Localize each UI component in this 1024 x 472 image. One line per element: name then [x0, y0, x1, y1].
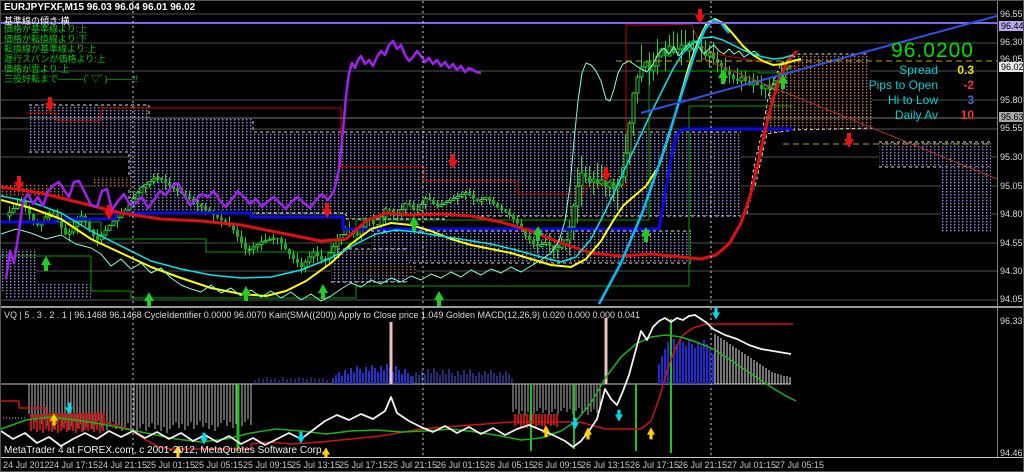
- price-axis-label: 96.02: [999, 62, 1024, 72]
- sell-signal-arrow-icon: [45, 97, 55, 112]
- indicator-panel-canvas[interactable]: [1, 308, 997, 457]
- price-axis-label: 96.05: [1000, 54, 1023, 64]
- buy-signal-arrow-icon: [41, 256, 51, 271]
- buy-signal-arrow-icon: [778, 74, 788, 89]
- quote-info-value: -2: [963, 78, 974, 92]
- quote-info-value: 10: [960, 108, 974, 122]
- sell-signal-arrow-icon: [322, 203, 332, 218]
- indicator-header: VQ | 5 . 3 . 2 . 1 | 96.1468 96.1468 Cyc…: [4, 310, 641, 320]
- sell-signal-arrow-icon: [844, 133, 854, 148]
- current-price-readout: 96.0200: [891, 39, 974, 62]
- buy-signal-arrow-icon: [718, 69, 728, 84]
- time-axis-label: 24 Jul 2012: [3, 460, 50, 470]
- indicator-axis-label: 96.337: [1000, 316, 1023, 326]
- quote-info-label: Hi to Low: [887, 93, 938, 107]
- buy-signal-arrow-icon: [144, 292, 154, 307]
- price-axis[interactable]: 96.55 96.44 96.30 96.05 96.02 95.80 95.63 95.55…: [997, 1, 1024, 306]
- buy-signal-arrow-icon: [50, 413, 58, 426]
- ichimoku-status-panel: 価格が基準線より:上 価格が転換線より:下 転換線が基準線より:上 遅行スパンが価格よ…: [4, 24, 138, 84]
- buy-signal-arrow-icon: [542, 425, 550, 438]
- price-axis-label: 95.05: [1000, 181, 1023, 191]
- ichimoku-status-row: 価格が転換線より:下: [4, 34, 88, 44]
- time-axis-label: 27 Jul 05:15: [775, 460, 825, 470]
- quote-info-label: Pips to Open: [868, 78, 938, 92]
- quote-info-value: 3: [967, 93, 974, 107]
- time-axis-label: 25 Jul 01:15: [146, 460, 196, 470]
- price-axis-label: 94.30: [1000, 266, 1023, 276]
- buy-signal-arrow-icon: [409, 216, 419, 231]
- price-axis-label: 96.55: [1000, 9, 1023, 19]
- time-axis-label: 26 Jul 17:15: [630, 460, 680, 470]
- price-axis-label: 94.80: [1000, 209, 1023, 219]
- sell-signal-arrow-icon: [104, 205, 114, 220]
- sell-signal-arrow-icon: [200, 432, 208, 445]
- time-axis[interactable]: 24 Jul 2012 24 Jul 17:15 24 Jul 21:15 25 Ju…: [1, 457, 1023, 471]
- buy-signal-arrow-icon: [647, 427, 655, 440]
- quote-info-value: 0.3: [957, 63, 974, 77]
- time-axis-label: 26 Jul 05:15: [485, 460, 535, 470]
- quote-info-row: Pips to Open -2: [869, 78, 974, 93]
- ichimoku-status-row: 価格が基準線より:上: [4, 24, 88, 34]
- time-axis-label: 26 Jul 01:15: [436, 460, 486, 470]
- ichimoku-status-row: 遅行スパンが価格より:上: [4, 54, 106, 64]
- quote-info-row: Spread 0.3: [869, 63, 974, 78]
- indicator-axis[interactable]: 96.337 94.4696: [997, 308, 1023, 458]
- buy-signal-arrow-icon: [641, 227, 651, 242]
- symbol-info: EURJPYFXF,M15 96.03 96.04 96.01 96.02: [4, 2, 196, 13]
- time-axis-label: 27 Jul 01:15: [727, 460, 777, 470]
- price-axis-label: 94.55: [1000, 238, 1023, 248]
- quote-info-label: Spread: [899, 63, 938, 77]
- time-axis-label: 25 Jul 17:15: [339, 460, 389, 470]
- buy-signal-arrow-icon: [533, 226, 543, 241]
- time-axis-label: 26 Jul 21:15: [678, 460, 728, 470]
- price-axis-label: 95.63: [999, 112, 1024, 122]
- price-axis-label: 95.80: [1000, 95, 1023, 105]
- time-axis-label: 24 Jul 21:15: [98, 460, 148, 470]
- ichimoku-status-heading: 基準線の傾き:横: [4, 16, 70, 26]
- indicator-axis-label: 94.4696: [1000, 448, 1023, 458]
- time-axis-label: 25 Jul 09:15: [243, 460, 293, 470]
- buy-signal-arrow-icon: [434, 291, 444, 306]
- sell-signal-arrow-icon: [712, 308, 720, 320]
- buy-signal-arrow-icon: [322, 447, 330, 457]
- ichimoku-status-row: 転換線が基準線より:上: [4, 44, 97, 54]
- buy-signal-arrow-icon: [584, 427, 592, 440]
- ichimoku-status-row: 価格が雲より:上: [4, 64, 70, 74]
- price-axis-label: 95.30: [1000, 152, 1023, 162]
- terminal-watermark: MetaTrader 4 at FOREX.com, c 2001-2012, …: [4, 445, 325, 456]
- price-axis-label: 96.44: [999, 21, 1024, 31]
- sell-signal-arrow-icon: [601, 167, 611, 182]
- time-axis-label: 25 Jul 13:15: [291, 460, 341, 470]
- sell-signal-arrow-icon: [297, 431, 305, 444]
- time-axis-label: 25 Jul 21:15: [388, 460, 438, 470]
- sell-signal-arrow-icon: [571, 417, 579, 430]
- sell-signal-arrow-icon: [65, 402, 73, 415]
- buy-signal-arrow-icon: [241, 286, 251, 301]
- quote-info-panel: Spread 0.3 Pips to Open -2 Hi to Low 3 Daily A…: [869, 63, 974, 123]
- sell-signal-arrow-icon: [695, 9, 705, 24]
- quote-info-row: Daily Av 10: [869, 108, 974, 123]
- main-chart-canvas[interactable]: [1, 1, 997, 307]
- quote-info-label: Daily Av: [894, 108, 938, 122]
- sell-signal-arrow-icon: [448, 154, 458, 169]
- price-axis-label: 96.30: [1000, 37, 1023, 47]
- time-axis-label: 26 Jul 09:15: [533, 460, 583, 470]
- quote-info-row: Hi to Low 3: [869, 93, 974, 108]
- ichimoku-status-row: 三役好転まで────(ﾟ▽ﾟ)────!!: [4, 74, 139, 84]
- buy-signal-arrow-icon: [174, 445, 182, 457]
- sell-signal-arrow-icon: [615, 409, 623, 422]
- panel-separator[interactable]: [1, 306, 1023, 308]
- time-axis-label: 25 Jul 05:15: [194, 460, 244, 470]
- time-axis-label: 24 Jul 17:15: [49, 460, 99, 470]
- time-axis-label: 26 Jul 13:15: [581, 460, 631, 470]
- price-axis-label: 95.55: [1000, 123, 1023, 133]
- price-axis-label: 94.05: [1000, 294, 1023, 304]
- sell-signal-arrow-icon: [14, 176, 24, 191]
- buy-signal-arrow-icon: [318, 284, 328, 299]
